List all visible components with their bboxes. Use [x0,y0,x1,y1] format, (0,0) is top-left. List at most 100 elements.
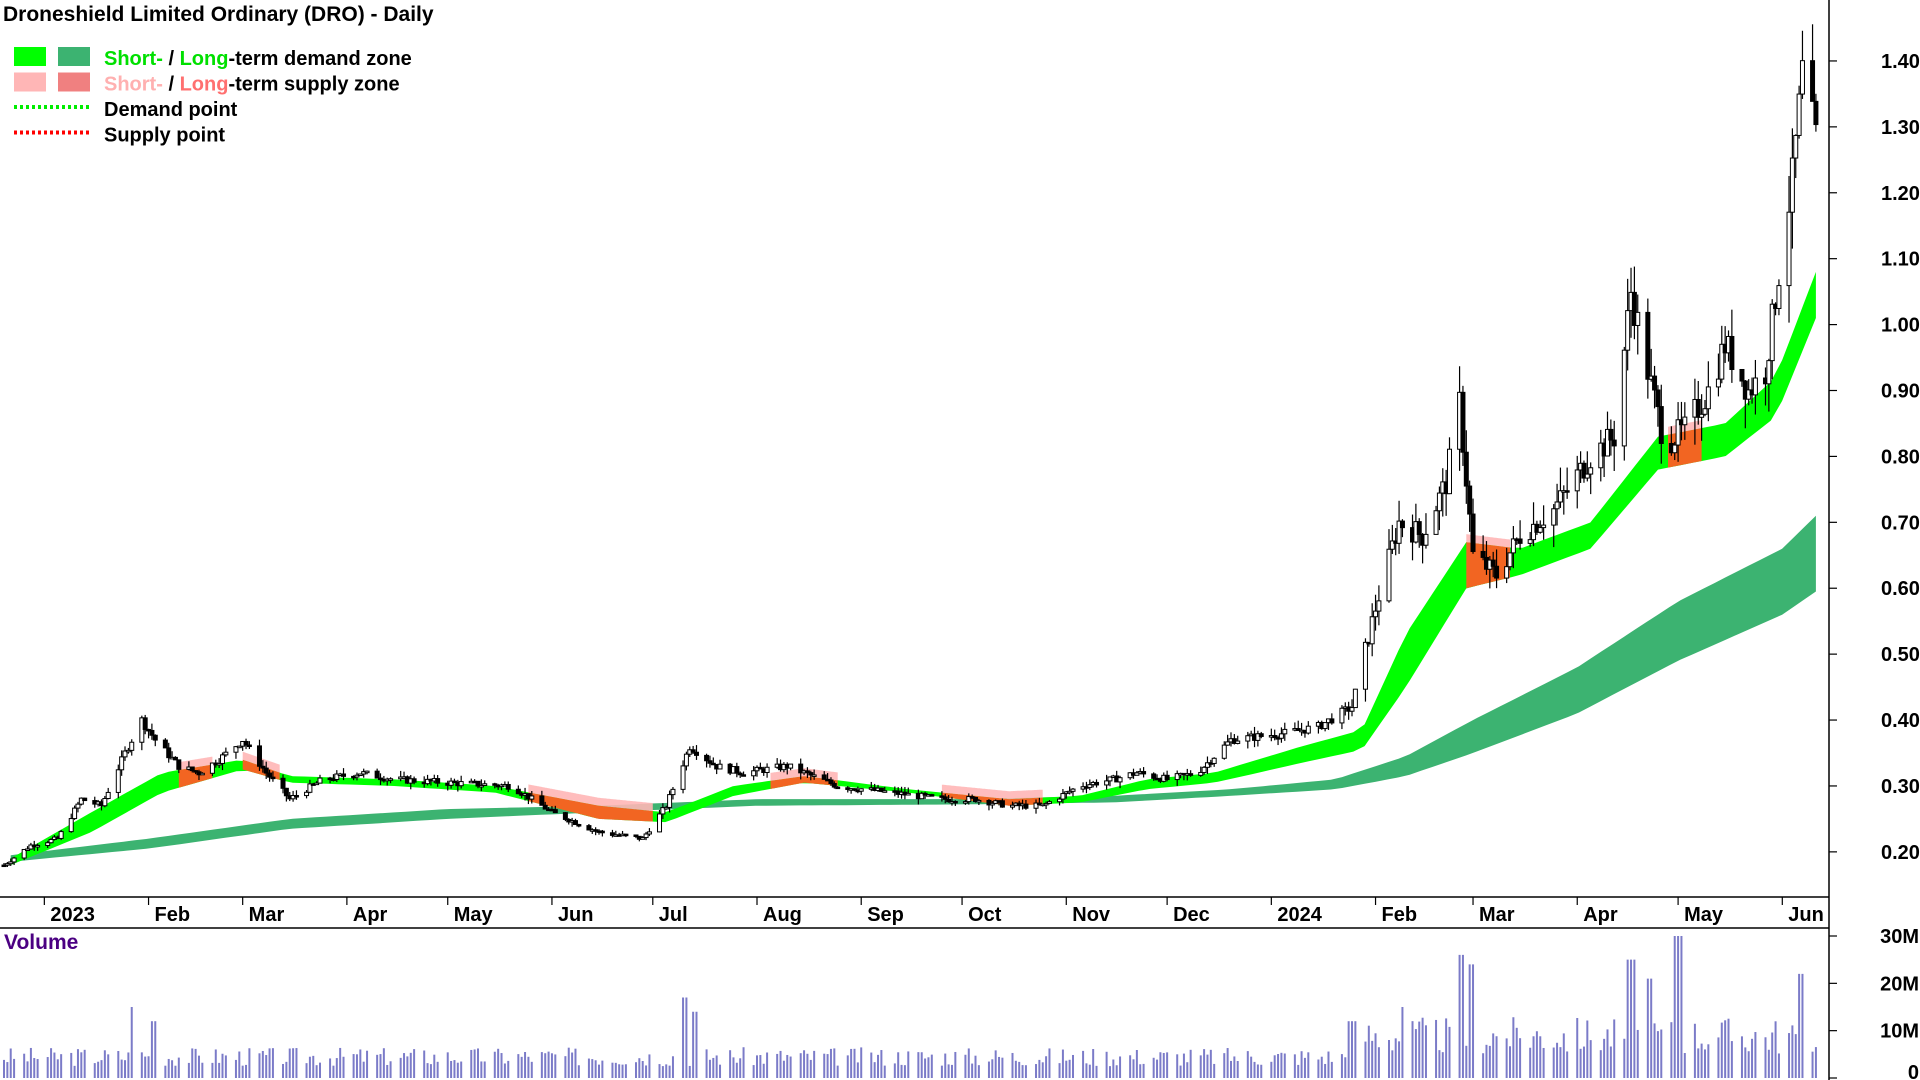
candle-body [1604,428,1610,457]
candle [737,771,743,778]
candle [142,714,148,735]
candle [243,738,249,750]
candle [623,833,629,838]
candle [1255,730,1261,747]
candle-body [851,788,857,791]
candle [831,781,837,789]
candle [341,768,347,781]
candle [1174,770,1180,786]
y-tick-label: 1.20 [1881,183,1920,205]
candle [633,834,639,839]
x-tick-label: Jun [558,904,594,926]
candle-body [1672,444,1678,454]
candle [1211,757,1217,767]
candle-body [1719,343,1725,380]
candle-body [1396,520,1402,544]
candle [129,739,135,756]
x-tick-label: Apr [353,904,388,926]
candle [1396,500,1402,554]
candle-body [1752,377,1758,396]
candle [1322,722,1328,732]
candle [102,795,108,808]
candle [216,758,222,769]
candle-body [1198,771,1204,776]
candle [236,745,242,749]
candle [667,790,673,813]
candle-body [58,831,64,839]
candle [374,768,380,779]
candle-body [966,796,972,803]
candle [1349,699,1355,717]
candle-body [683,753,689,767]
legend-label-part: / [163,48,180,70]
candle-body [1117,777,1123,783]
candle-body [314,782,320,786]
candle-body [411,778,417,783]
candle [1490,551,1496,578]
candle [263,761,269,779]
y-tick-label: 0.20 [1881,842,1920,864]
y-tick-label: 0.30 [1881,776,1920,798]
candle [1151,772,1157,781]
legend-item: Short- / Long-term demand zone [14,47,412,70]
candle [657,809,663,833]
candle-body [172,756,178,761]
candle [199,772,205,776]
x-tick-label: Jul [659,904,688,926]
candle [1682,402,1688,440]
candle [1305,721,1311,735]
candle [1094,779,1100,788]
volume-title: Volume [4,931,78,954]
candle [989,801,995,809]
candle-body [317,777,323,784]
candle-body [515,788,521,795]
candle-body [919,792,925,800]
candle [119,750,125,776]
candle [1625,278,1631,371]
candle-body [707,760,713,764]
candle [307,779,313,794]
candle-body [1446,448,1452,495]
candle-body [1386,548,1392,602]
candle [751,766,757,781]
candle-body [25,848,31,852]
y-tick-label: 1.40 [1881,51,1920,73]
candle-body [1551,508,1557,526]
candle [1117,775,1123,789]
candle-body [858,788,864,792]
candle [828,777,834,786]
candle-body [1769,303,1775,362]
candle-body [1282,728,1288,735]
candle-body [1799,60,1805,95]
candle [986,799,992,811]
candle-body [72,807,78,820]
candle-body [1255,733,1261,741]
candle-body [1107,776,1113,782]
candle [378,773,384,785]
candle [1188,770,1194,777]
candle-body [293,795,299,798]
candle [1739,368,1745,387]
candle-body [1023,803,1029,809]
candle [58,829,64,841]
candle [1799,30,1805,99]
legend-label-part: Long [180,48,229,70]
candle [1416,518,1422,548]
legend-item: Demand point [14,99,238,121]
legend-label: Short- / Long-term demand zone [104,48,412,70]
x-tick-label: Dec [1173,904,1210,926]
candle-body [139,717,145,743]
candle [646,828,652,837]
candle-body [435,778,441,784]
candle-body [1652,375,1658,391]
candle [1164,770,1170,782]
candle [1258,731,1264,739]
legend-label-part: -term supply zone [228,74,399,96]
candle [1446,437,1452,495]
candle-body [1699,413,1705,418]
legend-item: Short- / Long-term supply zone [14,72,400,96]
candle-body [1608,428,1614,441]
candle-body [905,792,911,796]
candle-body [821,774,827,780]
x-tick-label: Oct [968,904,1002,926]
